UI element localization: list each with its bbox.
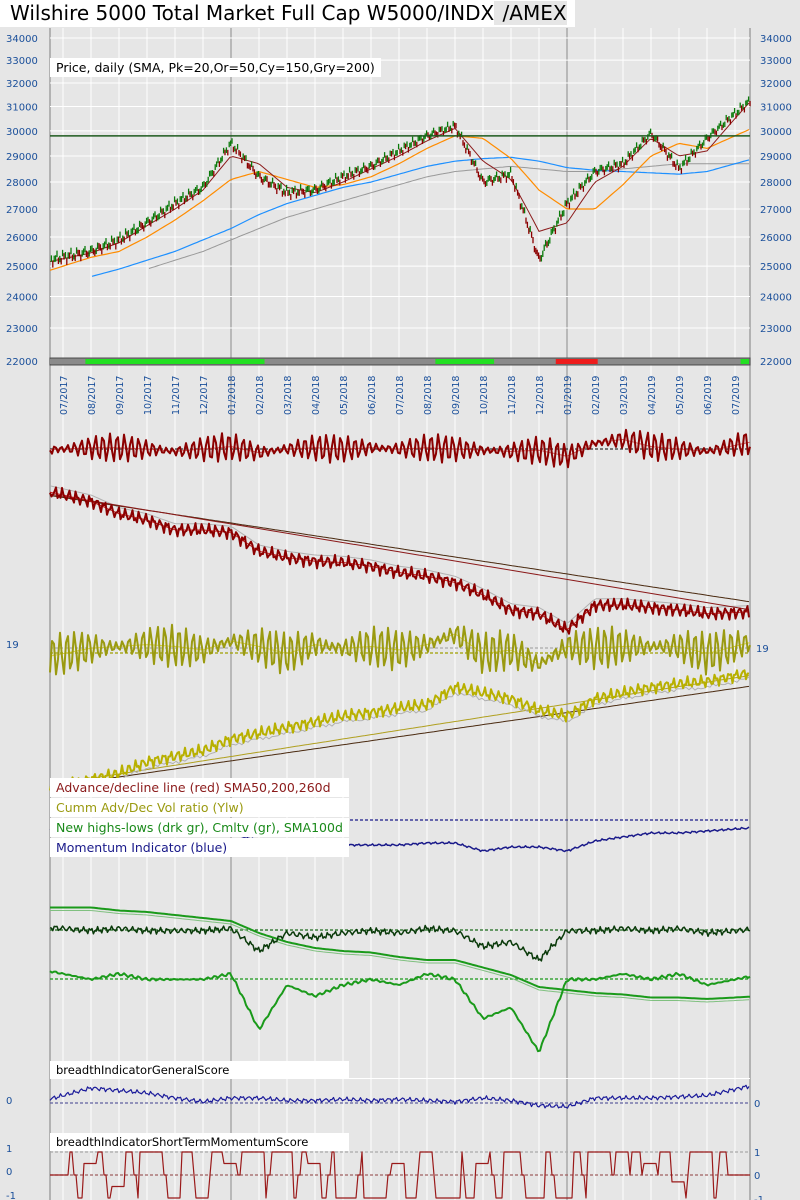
nhl-smooth-line: [49, 970, 751, 1053]
plot-background: [50, 28, 750, 1200]
vol-osc-tick-right: 19: [756, 644, 769, 655]
general-score-tick-right: 0: [754, 1099, 760, 1110]
date-tick-label: 01/2019: [563, 376, 574, 415]
date-tick-label: 02/2019: [591, 376, 602, 415]
price-tick-left: 29000: [6, 152, 38, 163]
title-suffix: /AMEX: [494, 1, 567, 25]
date-tick-label: 12/2018: [535, 376, 546, 415]
date-tick-label: 05/2019: [675, 376, 686, 415]
price-tick-right: 28000: [760, 178, 792, 189]
nhl-cum-line: [50, 906, 751, 1000]
signal-band-neutral: [597, 359, 741, 364]
cum-vol-line: [49, 669, 750, 791]
price-tick-right: 30000: [760, 127, 792, 138]
price-tick-left: 25000: [6, 262, 38, 273]
title-main: Wilshire 5000 Total Market Full Cap W500…: [10, 1, 495, 25]
price-tick-left: 27000: [6, 205, 38, 216]
date-tick-label: 06/2018: [367, 376, 378, 415]
nhl-line: [49, 924, 751, 962]
ad-sma-gray-line: [49, 485, 750, 624]
short-score-tick-left: 1: [6, 1144, 12, 1155]
short-score-line: [50, 1151, 750, 1199]
price-tick-right: 26000: [760, 233, 792, 244]
price-tick-right: 32000: [760, 79, 792, 90]
general-score-label: breadthIndicatorGeneralScore: [50, 1061, 349, 1079]
signal-band-neutral: [264, 359, 436, 364]
vol-osc-tick-left: 19: [6, 640, 19, 651]
price-panel-label: Price, daily (SMA, Pk=20,Or=50,Cy=150,Gr…: [50, 58, 381, 77]
date-tick-label: 08/2018: [423, 376, 434, 415]
date-tick-label: 05/2018: [339, 376, 350, 415]
price-tick-right: 29000: [760, 152, 792, 163]
date-tick-label: 09/2017: [115, 376, 126, 415]
short-term-score-label: breadthIndicatorShortTermMomentumScore: [50, 1133, 349, 1151]
short-score-tick-right: 1: [754, 1148, 760, 1159]
date-tick-label: 03/2018: [283, 376, 294, 415]
legend-ad-line: Advance/decline line (red) SMA50,200,260…: [50, 778, 349, 797]
signal-band-bearish: [555, 359, 598, 364]
price-tick-right: 33000: [760, 56, 792, 67]
price-tick-left: 26000: [6, 233, 38, 244]
date-tick-label: 08/2017: [87, 376, 98, 415]
legend-vol-ratio: Cumm Adv/Dec Vol ratio (Ylw): [50, 798, 349, 817]
signal-band-neutral: [50, 359, 86, 364]
date-tick-label: 11/2017: [171, 376, 182, 415]
ad-line: [49, 486, 750, 635]
cum-vol-sma200-line: [49, 675, 750, 786]
price-tick-left: 23000: [6, 324, 38, 335]
price-tick-right: 34000: [760, 34, 792, 45]
signal-band-bullish: [85, 359, 265, 364]
signal-band-bullish: [740, 359, 749, 364]
ad-osc-line: [49, 428, 751, 469]
signal-band-neutral: [494, 359, 556, 364]
date-tick-label: 10/2018: [479, 376, 490, 415]
date-tick-label: 01/2018: [227, 376, 238, 415]
price-tick-right: 31000: [760, 103, 792, 114]
price-tick-left: 31000: [6, 103, 38, 114]
general-score-line: [49, 1084, 750, 1109]
date-tick-label: 02/2018: [255, 376, 266, 415]
ad-sma200-line: [49, 493, 750, 611]
short-score-tick-right: 0: [754, 1171, 760, 1182]
price-tick-right: 24000: [760, 292, 792, 303]
price-tick-left: 30000: [6, 127, 38, 138]
date-tick-label: 04/2018: [311, 376, 322, 415]
date-tick-label: 09/2018: [451, 376, 462, 415]
vol-osc-line: [49, 623, 751, 676]
short-score-tick-left: -1: [6, 1191, 16, 1200]
date-tick-label: 04/2019: [647, 376, 658, 415]
date-tick-label: 06/2019: [703, 376, 714, 415]
date-tick-label: 11/2018: [507, 376, 518, 415]
nhl-sma-line: [50, 910, 750, 1003]
price-tick-left: 28000: [6, 178, 38, 189]
sma50-line: [49, 129, 750, 271]
date-tick-label: 07/2018: [395, 376, 406, 415]
short-score-tick-right: -1: [754, 1195, 764, 1200]
legend-momentum: Momentum Indicator (blue): [50, 838, 349, 857]
date-tick-label: 07/2019: [731, 376, 742, 415]
sma150-line: [91, 156, 750, 277]
price-tick-right: 25000: [760, 262, 792, 273]
price-tick-right: 27000: [760, 205, 792, 216]
price-tick-right: 23000: [760, 324, 792, 335]
price-tick-right: 22000: [760, 357, 792, 368]
price-tick-left: 32000: [6, 79, 38, 90]
price-tick-left: 34000: [6, 34, 38, 45]
date-tick-label: 12/2017: [199, 376, 210, 415]
price-tick-left: 33000: [6, 56, 38, 67]
general-score-tick-left: 0: [6, 1096, 12, 1107]
sma200-line: [148, 163, 749, 269]
short-score-tick-left: 0: [6, 1167, 12, 1178]
date-tick-label: 07/2017: [59, 376, 70, 415]
signal-band-bullish: [435, 359, 495, 364]
price-tick-left: 24000: [6, 292, 38, 303]
cum-vol-sma260-line: [49, 685, 750, 788]
chart-title: Wilshire 5000 Total Market Full Cap W500…: [0, 0, 575, 27]
panel-separator: [50, 1078, 750, 1079]
date-tick-label: 10/2017: [143, 376, 154, 415]
date-tick-label: 03/2019: [619, 376, 630, 415]
price-tick-left: 22000: [6, 357, 38, 368]
legend-new-highs-lows: New highs-lows (drk gr), Cmltv (gr), SMA…: [50, 818, 349, 837]
